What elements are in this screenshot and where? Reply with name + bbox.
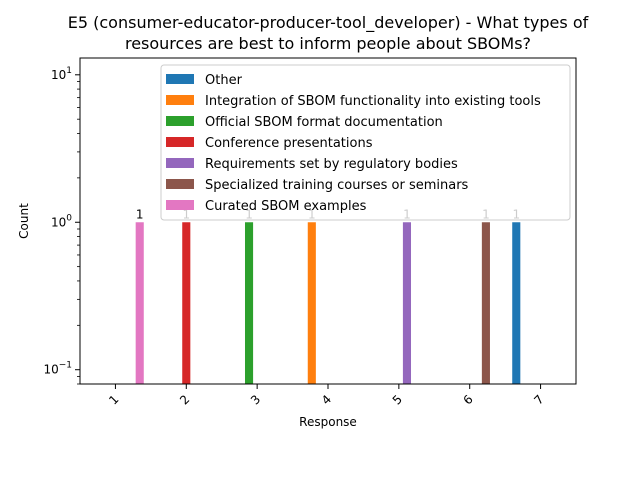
data-label-1: 1 — [136, 207, 144, 221]
legend-swatch — [166, 158, 194, 168]
chart-title-line1: E5 (consumer-educator-producer-tool_deve… — [68, 13, 589, 33]
legend-swatch — [166, 179, 194, 189]
y-axis-label: Count — [17, 203, 31, 239]
legend-label: Curated SBOM examples — [205, 199, 367, 214]
bar-7-1 — [512, 222, 521, 384]
x-axis: 1 2 3 4 5 6 7 — [106, 384, 547, 408]
y-tick-label: 100 — [51, 213, 72, 229]
legend-swatch — [166, 137, 194, 147]
bar-6-6 — [481, 222, 490, 384]
chart-title-line2: resources are best to inform people abou… — [125, 34, 531, 53]
x-tick-label-3: 3 — [248, 392, 263, 407]
legend-box — [160, 64, 571, 221]
legend-swatch — [166, 74, 194, 84]
bar-5-5 — [402, 222, 412, 384]
bar-3-3 — [244, 222, 254, 384]
legend-swatch — [166, 200, 194, 210]
legend-label: Specialized training courses or seminars — [205, 178, 469, 193]
x-tick-label-5: 5 — [390, 392, 405, 407]
x-tick-label-6: 6 — [461, 392, 476, 407]
legend-swatch — [166, 95, 194, 105]
legend-label: Requirements set by regulatory bodies — [205, 157, 458, 172]
bar-4-2 — [307, 222, 316, 384]
x-tick-label-2: 2 — [177, 392, 192, 407]
x-tick-label-1: 1 — [106, 392, 121, 407]
x-tick-label-4: 4 — [319, 392, 334, 407]
x-tick-label-7: 7 — [531, 392, 546, 407]
legend-label: Integration of SBOM functionality into e… — [205, 94, 541, 109]
legend-label: Other — [205, 73, 243, 88]
y-axis: 10−1 100 101 — [43, 66, 80, 385]
y-tick-label: 10−1 — [43, 361, 72, 377]
legend: Other Integration of SBOM functionality i… — [160, 64, 571, 221]
x-axis-label: Response — [299, 415, 357, 429]
y-tick-label: 101 — [51, 66, 72, 82]
bars-group — [135, 222, 521, 384]
legend-label: Official SBOM format documentation — [205, 115, 443, 130]
legend-label: Conference presentations — [205, 136, 373, 151]
bar-2-4 — [182, 222, 191, 384]
bar-1-7 — [135, 222, 144, 384]
legend-swatch — [166, 116, 194, 126]
